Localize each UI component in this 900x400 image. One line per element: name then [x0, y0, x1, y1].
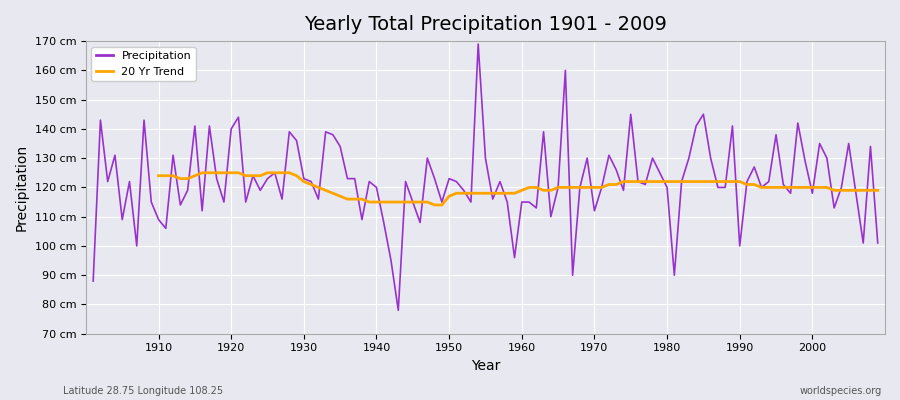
Precipitation	[531, 206, 542, 210]
X-axis label: Year: Year	[471, 359, 500, 373]
Precipitation	[88, 279, 99, 284]
20 Yr Trend	[153, 173, 164, 178]
Precipitation	[146, 200, 157, 204]
20 Yr Trend	[597, 185, 608, 190]
20 Yr Trend	[829, 188, 840, 193]
Precipitation	[524, 200, 535, 204]
Precipitation	[306, 179, 317, 184]
20 Yr Trend	[328, 191, 338, 196]
Precipitation	[393, 308, 404, 313]
Y-axis label: Precipitation: Precipitation	[15, 144, 29, 231]
Precipitation	[349, 176, 360, 181]
Precipitation	[472, 42, 483, 46]
Legend: Precipitation, 20 Yr Trend: Precipitation, 20 Yr Trend	[92, 47, 195, 81]
20 Yr Trend	[197, 170, 208, 175]
20 Yr Trend	[872, 188, 883, 193]
20 Yr Trend	[850, 188, 861, 193]
Line: Precipitation: Precipitation	[94, 44, 878, 310]
Title: Yearly Total Precipitation 1901 - 2009: Yearly Total Precipitation 1901 - 2009	[304, 15, 667, 34]
Text: Latitude 28.75 Longitude 108.25: Latitude 28.75 Longitude 108.25	[63, 386, 223, 396]
20 Yr Trend	[299, 179, 310, 184]
Text: worldspecies.org: worldspecies.org	[800, 386, 882, 396]
Line: 20 Yr Trend: 20 Yr Trend	[158, 173, 877, 205]
Precipitation	[872, 241, 883, 246]
Precipitation	[618, 188, 629, 193]
20 Yr Trend	[538, 188, 549, 193]
20 Yr Trend	[429, 202, 440, 207]
